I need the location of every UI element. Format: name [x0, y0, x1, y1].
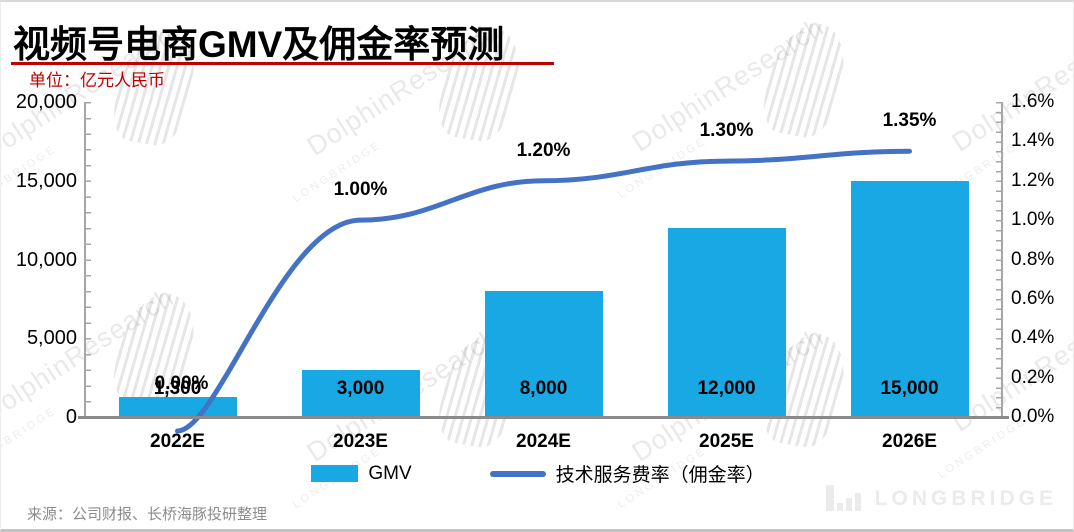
unit-label: 单位：亿元人民币 — [29, 71, 165, 90]
source-note: 来源：公司财报、长桥海豚投研整理 — [27, 506, 268, 523]
plot-area: 0.00% 1.00% 1.20% 1.30% 1.35% 1,300 3,000 8,00… — [78, 102, 1009, 452]
legend-item-rate: 技术服务费率（佣金率） — [489, 460, 765, 487]
right-axis-tick-label: 0.4% — [1011, 327, 1055, 349]
rate-value-label: 1.00% — [333, 179, 388, 201]
left-axis-ticks — [86, 102, 91, 418]
bar-value-label: 1,300 — [153, 378, 202, 399]
longbridge-footer-logo: LONGBRIDGE — [825, 485, 1057, 511]
x-axis-category-label: 2022E — [150, 431, 205, 452]
right-axis-ticks — [996, 102, 1001, 418]
x-axis-category-label: 2025E — [699, 431, 754, 452]
left-axis-line — [84, 102, 86, 418]
legend-label-gmv: GMV — [368, 462, 412, 484]
bar-value-label: 8,000 — [519, 378, 568, 399]
legend-label-rate: 技术服务费率（佣金率） — [555, 465, 765, 486]
longbridge-bars-icon — [825, 485, 861, 511]
right-axis-tick-label: 0.8% — [1011, 248, 1055, 270]
x-axis-baseline — [78, 416, 1009, 419]
left-axis-tick-label: 20,000 — [15, 91, 77, 113]
left-axis-tick-label: 15,000 — [15, 169, 77, 192]
left-axis-tick-label: 0 — [65, 406, 77, 428]
bar-value-label: 12,000 — [697, 378, 756, 399]
right-axis-line — [1001, 102, 1003, 418]
left-axis-tick-label: 5,000 — [26, 327, 77, 350]
right-axis-tick-label: 1.6% — [1011, 91, 1055, 112]
right-axis-tick-label: 1.2% — [1011, 169, 1055, 191]
page-title: 视频号电商GMV及佣金率预测 — [13, 24, 505, 65]
rate-value-label: 1.35% — [882, 110, 937, 132]
title-underline — [11, 62, 554, 65]
chart-legend: GMV 技术服务费率（佣金率） — [1, 460, 1073, 487]
bar-value-label: 3,000 — [336, 378, 385, 399]
x-axis-category-label: 2026E — [882, 431, 937, 452]
right-axis-tick-label: 0.0% — [1011, 406, 1055, 427]
left-axis-tick-label: 10,000 — [15, 248, 77, 271]
x-axis-category-label: 2023E — [333, 431, 388, 452]
rate-value-label: 1.20% — [516, 139, 571, 161]
x-axis-category-label: 2024E — [516, 431, 571, 452]
bar-value-label: 15,000 — [880, 378, 939, 399]
right-axis-tick-label: 0.6% — [1011, 287, 1055, 309]
longbridge-logo-text: LONGBRIDGE — [874, 487, 1057, 510]
legend-item-gmv: GMV — [311, 462, 412, 485]
rate-value-label: 0.00% — [154, 373, 209, 394]
gmv-swatch-icon — [311, 465, 359, 482]
rate-swatch-icon — [489, 470, 546, 477]
right-axis-tick-label: 0.2% — [1011, 366, 1055, 388]
right-axis-tick-label: 1.0% — [1011, 209, 1055, 231]
rate-value-label: 1.30% — [699, 120, 754, 142]
right-axis-tick-label: 1.4% — [1011, 130, 1055, 152]
